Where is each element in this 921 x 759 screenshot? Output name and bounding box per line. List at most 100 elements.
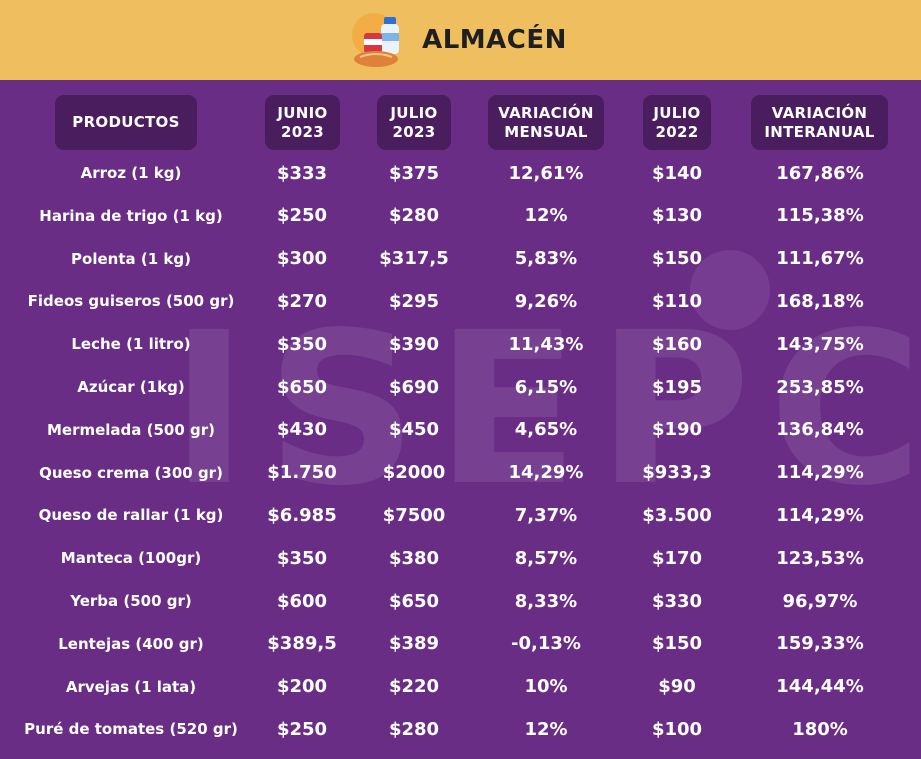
header-line: 2023 [392,122,436,141]
price-julio-2022: $150 [651,633,703,655]
header-line: JULIO [390,103,438,122]
product-name: Mermelada (500 gr) [46,420,216,439]
price-julio-2022: $160 [651,333,703,355]
price-julio-2022: $3.500 [642,504,712,526]
price-junio-2023: $1.750 [267,462,337,484]
variacion-mensual: 11,43% [508,333,584,355]
price-julio-2023: $317,5 [379,248,449,270]
price-junio-2023: $600 [276,590,328,612]
price-julio-2022: $150 [651,248,703,270]
variacion-interanual: 114,29% [776,462,864,484]
table-row: Yerba (500 gr) $600 $650 8,33% $330 96,97% [0,583,921,619]
variacion-interanual: 168,18% [776,290,864,312]
product-name: Queso crema (300 gr) [39,463,223,482]
variacion-mensual: 12,61% [508,162,584,184]
variacion-mensual: 8,57% [514,547,578,569]
price-julio-2022: $130 [651,205,703,227]
price-julio-2022: $140 [651,162,703,184]
variacion-interanual: 96,97% [782,590,858,612]
variacion-mensual: 10% [524,676,568,698]
header-line: MENSUAL [504,122,588,141]
price-junio-2023: $650 [276,376,328,398]
header-line: 2022 [655,122,699,141]
price-junio-2023: $250 [276,718,328,740]
variacion-interanual: 167,86% [776,162,864,184]
price-junio-2023: $333 [276,162,328,184]
variacion-interanual: 253,85% [776,376,864,398]
table-row: Polenta (1 kg) $300 $317,5 5,83% $150 111,67% [0,241,921,277]
price-julio-2023: $280 [388,205,440,227]
price-julio-2023: $450 [388,419,440,441]
variacion-mensual: -0,13% [511,633,581,655]
price-julio-2022: $330 [651,590,703,612]
header-variacion-interanual: VARIACIÓN INTERANUAL [751,95,888,150]
header-line: VARIACIÓN [771,103,868,122]
price-julio-2022: $195 [651,376,703,398]
product-name: Arvejas (1 lata) [65,677,197,696]
price-julio-2023: $650 [388,590,440,612]
table-row: Queso de rallar (1 kg) $6.985 $7500 7,37% $3… [0,497,921,533]
product-name: Polenta (1 kg) [71,249,191,268]
header-line: VARIACIÓN [498,103,594,122]
page-title: ALMACÉN [422,25,567,55]
variacion-interanual: 111,67% [776,248,864,270]
price-junio-2023: $350 [276,547,328,569]
watermark-dot [690,250,770,330]
price-julio-2023: $375 [388,162,440,184]
header-julio-2022: JULIO 2022 [643,95,711,150]
header-productos: PRODUCTOS [55,95,197,150]
product-name: Arroz (1 kg) [80,164,182,182]
variacion-interanual: 115,38% [776,205,864,227]
product-name: Leche (1 litro) [71,335,191,354]
price-junio-2023: $389,5 [267,633,337,655]
header-line: 2023 [281,122,324,141]
price-julio-2023: $7500 [382,504,446,526]
price-julio-2022: $170 [651,547,703,569]
price-julio-2023: $280 [388,718,440,740]
variacion-mensual: 8,33% [514,590,578,612]
variacion-interanual: 144,44% [776,676,864,698]
price-julio-2023: $2000 [382,462,446,484]
variacion-mensual: 5,83% [514,248,578,270]
price-julio-2023: $295 [388,290,440,312]
table-row: Arroz (1 kg) $333 $375 12,61% $140 167,86% [0,155,921,191]
price-junio-2023: $250 [276,205,328,227]
variacion-interanual: 114,29% [776,504,864,526]
price-junio-2023: $200 [276,676,328,698]
price-julio-2023: $380 [388,547,440,569]
price-junio-2023: $430 [276,419,328,441]
header-line: JULIO [653,103,701,122]
product-name: Queso de rallar (1 kg) [38,506,224,525]
product-name: Harina de trigo (1 kg) [39,206,223,225]
variacion-mensual: 12% [524,205,568,227]
price-julio-2023: $389 [388,633,440,655]
header-julio-2023: JULIO 2023 [377,95,451,150]
table-row: Leche (1 litro) $350 $390 11,43% $160 143,75% [0,326,921,362]
variacion-mensual: 4,65% [514,419,578,441]
price-julio-2022: $933,3 [642,462,712,484]
table-row: Puré de tomates (520 gr) $250 $280 12% $100 1… [0,711,921,747]
price-julio-2023: $390 [388,333,440,355]
price-julio-2023: $220 [388,676,440,698]
header-content: ALMACÉN [348,9,567,71]
product-name: Azúcar (1kg) [77,378,185,396]
variacion-mensual: 7,37% [514,504,578,526]
variacion-interanual: 136,84% [776,419,864,441]
variacion-mensual: 9,26% [514,290,578,312]
table-row: Queso crema (300 gr) $1.750 $2000 14,29% $93… [0,455,921,491]
price-julio-2022: $190 [651,419,703,441]
table-row: Lentejas (400 gr) $389,5 $389 -0,13% $150 159… [0,626,921,662]
table-row: Mermelada (500 gr) $430 $450 4,65% $190 136,8… [0,412,921,448]
product-name: Fideos guiseros (500 gr) [27,292,235,311]
product-name: Puré de tomates (520 gr) [24,720,238,739]
header-variacion-mensual: VARIACIÓN MENSUAL [488,95,604,150]
product-name: Manteca (100gr) [60,549,202,568]
price-julio-2023: $690 [388,376,440,398]
grocery-icon [352,13,400,67]
header-bar: ALMACÉN [0,0,921,80]
header-line: PRODUCTOS [72,113,180,131]
table-row: Fideos guiseros (500 gr) $270 $295 9,26% $11… [0,283,921,319]
variacion-mensual: 14,29% [508,462,584,484]
price-julio-2022: $90 [658,676,696,698]
variacion-mensual: 6,15% [514,376,578,398]
